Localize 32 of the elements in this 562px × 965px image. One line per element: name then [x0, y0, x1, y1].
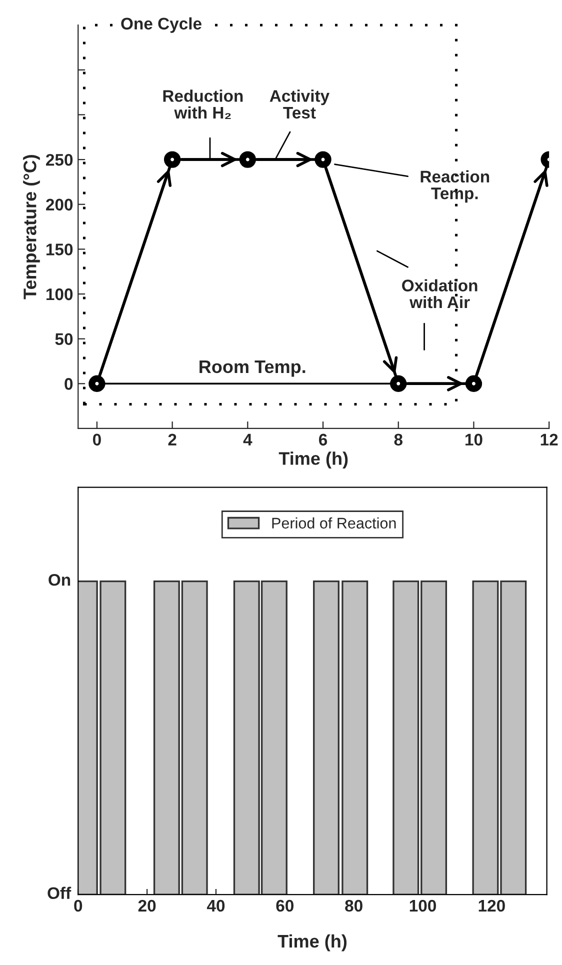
x-tick-label: 10 — [466, 434, 482, 446]
x-tick-label: 12 — [540, 434, 558, 446]
annotation: Activity Test — [270, 90, 330, 119]
y-tick-label: 0 — [64, 378, 73, 390]
x-tick-label: 60 — [276, 900, 294, 912]
text: On — [48, 574, 70, 586]
x-axis-title: Time (h) — [278, 452, 348, 468]
x-tick-label: 0 — [74, 900, 82, 912]
y-tick-label: 50 — [55, 333, 73, 346]
ref-line-label: Room Temp. — [200, 360, 306, 377]
x-tick-label: 80 — [345, 900, 362, 912]
legend-label: Period of Reaction — [272, 517, 396, 529]
x-tick-label: 2 — [168, 434, 176, 446]
x-tick-label: 0 — [92, 434, 101, 446]
x-tick-label: 20 — [138, 900, 156, 912]
x-tick-label: 8 — [394, 434, 402, 446]
y-tick-label: 100 — [46, 288, 73, 300]
annotation: Reaction Temp. — [420, 170, 490, 203]
y-tick-label: 250 — [46, 154, 73, 166]
y-tick-label: 200 — [46, 198, 73, 211]
text: Off — [48, 886, 72, 900]
x-tick-label: 100 — [410, 900, 436, 912]
x-tick-label: 6 — [318, 434, 328, 446]
y-tick-label: 150 — [46, 244, 73, 256]
annotation: Oxidation with Air — [402, 279, 478, 308]
x-axis-title: Time (h) — [278, 934, 347, 952]
x-tick-label: 120 — [478, 900, 505, 912]
x-tick-label: 4 — [243, 434, 252, 446]
y-axis-title: Temperature (°C) — [23, 154, 40, 300]
annotation: Reduction with H₂ — [163, 90, 243, 119]
x-tick-label: 40 — [206, 900, 225, 912]
annotation: One Cycle — [121, 17, 202, 33]
